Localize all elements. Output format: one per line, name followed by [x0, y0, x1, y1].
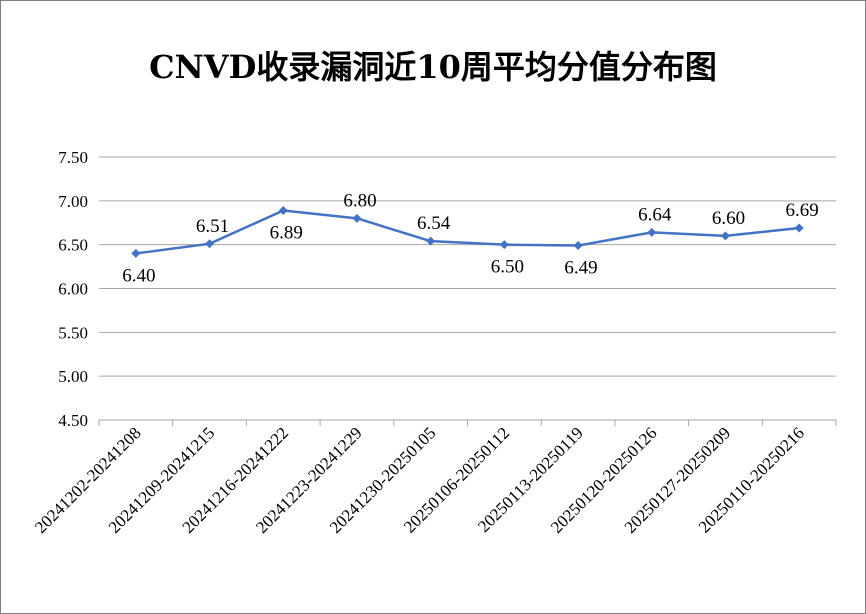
- y-axis-ticks: 4.50 5.00 5.50 6.00 6.50 7.00 7.50: [58, 148, 88, 430]
- data-point: [278, 205, 288, 215]
- y-tick-label: 7.00: [58, 192, 88, 211]
- data-point: [573, 241, 583, 251]
- data-labels: 6.40 6.51 6.89 6.80 6.54 6.50 6.49 6.64 6.60 6.69: [122, 190, 819, 286]
- gridlines: [98, 156, 837, 426]
- data-label: 6.60: [712, 208, 745, 229]
- data-label: 6.80: [343, 190, 376, 211]
- data-point: [205, 239, 215, 249]
- data-point: [794, 223, 804, 233]
- data-point: [647, 227, 657, 237]
- y-tick-label: 4.50: [58, 411, 88, 430]
- y-tick-label: 7.50: [58, 148, 88, 167]
- data-label: 6.69: [786, 200, 819, 221]
- series-line-group: [131, 205, 804, 258]
- data-label: 6.40: [122, 265, 155, 286]
- series-line: [135, 209, 800, 255]
- data-point: [720, 231, 730, 241]
- data-label: 6.49: [564, 258, 597, 279]
- y-tick-label: 6.50: [58, 236, 88, 255]
- data-label: 6.64: [638, 204, 672, 225]
- x-axis-ticks: 20241202-2024120820241209-20241215202412…: [31, 423, 808, 537]
- data-point: [426, 236, 436, 246]
- y-tick-label: 5.50: [58, 323, 88, 342]
- chart-title: CNVD收录漏洞近10周平均分值分布图: [149, 48, 717, 86]
- data-point: [499, 240, 509, 250]
- data-label: 6.54: [417, 213, 451, 234]
- data-label: 6.51: [196, 216, 229, 237]
- y-tick-label: 5.00: [58, 367, 88, 386]
- data-point: [131, 248, 141, 258]
- data-label: 6.89: [270, 222, 303, 243]
- data-label: 6.50: [491, 257, 524, 278]
- data-point: [352, 213, 362, 223]
- y-tick-label: 6.00: [58, 280, 88, 299]
